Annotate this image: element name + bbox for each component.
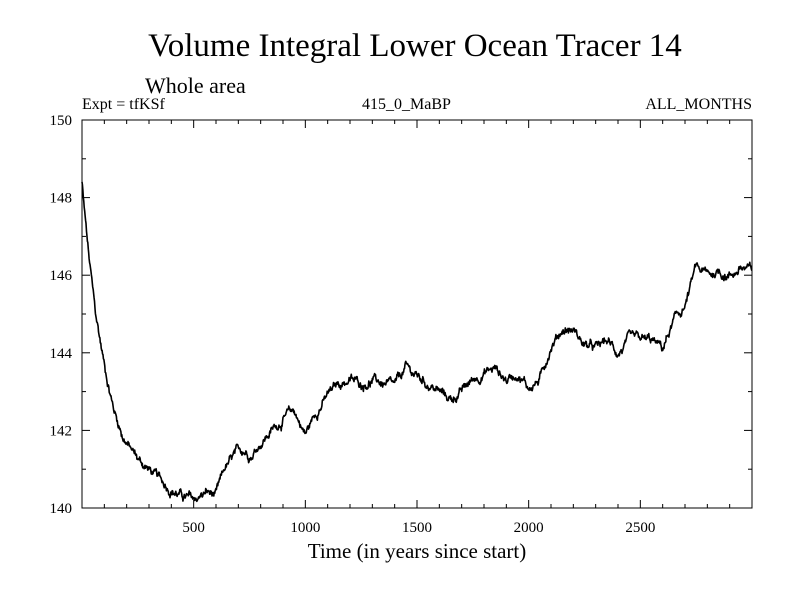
y-tick-label: 146 xyxy=(50,268,73,284)
x-tick-label: 2500 xyxy=(625,520,655,536)
chart-subtitle: Whole area xyxy=(145,73,246,98)
period-label: 415_0_MaBP xyxy=(362,96,451,113)
x-axis: 500 1000 1500 2000 2500 xyxy=(103,120,731,536)
plot-frame xyxy=(81,119,753,509)
x-tick-label: 1000 xyxy=(290,520,320,536)
y-axis: 140 142 144 146 148 150 xyxy=(50,113,752,517)
chart-title: Volume Integral Lower Ocean Tracer 14 xyxy=(148,28,682,64)
x-axis-label: Time (in years since start) xyxy=(308,539,527,563)
y-tick-label: 150 xyxy=(50,113,73,129)
x-tick-label: 1500 xyxy=(402,520,432,536)
y-tick-label: 144 xyxy=(50,346,73,362)
experiment-label: Expt = tfKSf xyxy=(82,96,165,113)
months-label: ALL_MONTHS xyxy=(645,96,752,113)
x-tick-label: 500 xyxy=(182,520,205,536)
y-tick-label: 142 xyxy=(50,423,73,439)
y-tick-label: 148 xyxy=(50,191,73,207)
series-line xyxy=(81,181,753,503)
y-tick-label: 140 xyxy=(50,501,73,517)
x-tick-label: 2000 xyxy=(514,520,544,536)
